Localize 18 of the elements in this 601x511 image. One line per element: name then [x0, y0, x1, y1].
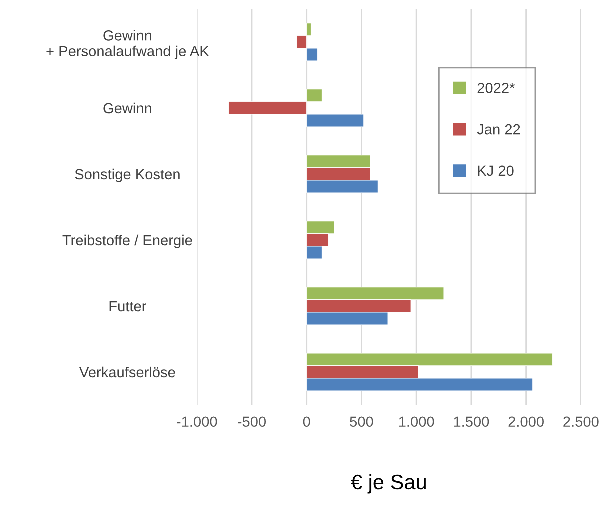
y-tick-label: Treibstoffe / Energie [62, 234, 192, 249]
y-tick-label: Futter [110, 301, 146, 312]
x-tick-label: 1.500 [454, 416, 490, 428]
legend-label: Jan 22 [477, 124, 520, 135]
x-tick-label: 2.500 [564, 416, 599, 428]
y-tick-label: Gewinn [104, 102, 152, 114]
x-tick-label: -500 [238, 416, 266, 428]
x-tick-label: 2.000 [508, 416, 544, 428]
legend-label: 2022* [478, 83, 515, 94]
y-tick-label: Verkaufserlöse [80, 366, 176, 378]
x-tick-label: 0 [303, 416, 310, 428]
x-tick-label: 500 [350, 416, 374, 428]
y-tick-label: Gewinn + Personalaufwand je AK [46, 30, 210, 60]
x-tick-label: -1.000 [177, 416, 218, 428]
legend-label: KJ 20 [478, 166, 514, 176]
y-tick-label: Sonstige Kosten [75, 168, 180, 183]
x-tick-label: 1.000 [399, 416, 434, 428]
x-axis-title: € je Sau [351, 474, 426, 494]
